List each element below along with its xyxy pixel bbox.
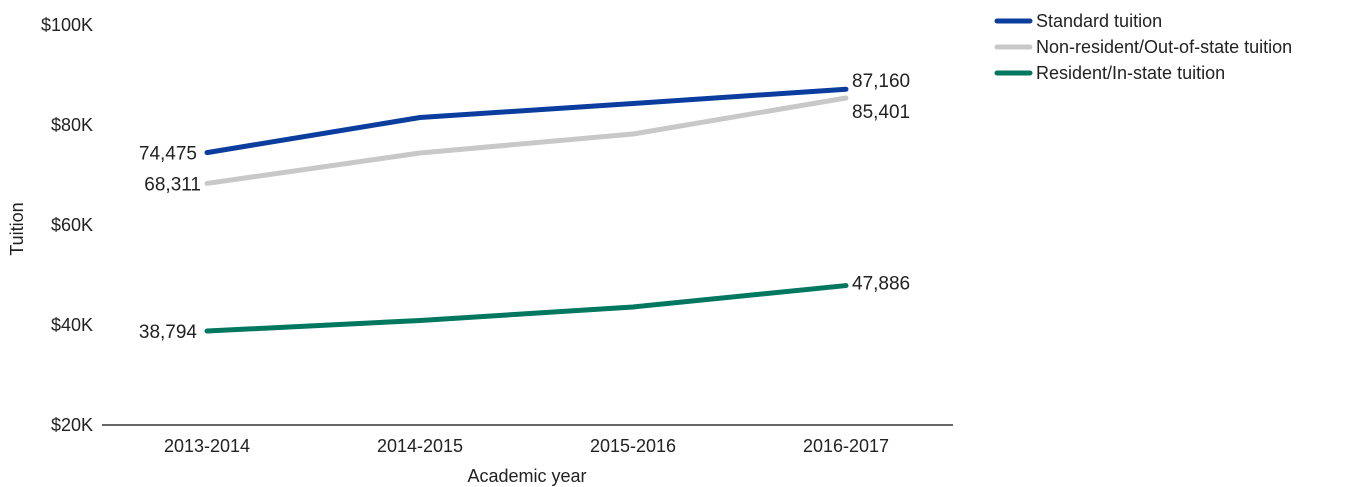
x-axis-ticks: 2013-2014 2014-2015 2015-2016 2016-2017 <box>164 436 889 456</box>
y-axis-title: Tuition <box>7 202 27 255</box>
legend: Standard tuition Non-resident/Out-of-stat… <box>994 11 1292 83</box>
series-line <box>204 86 849 156</box>
y-axis-ticks: $20K $40K $60K $80K $100K <box>41 15 93 435</box>
y-tick-label: $80K <box>51 115 93 135</box>
x-tick-label: 2013-2014 <box>164 436 250 456</box>
y-tick-label: $20K <box>51 415 93 435</box>
y-tick-label: $40K <box>51 315 93 335</box>
legend-label: Non-resident/Out-of-state tuition <box>1036 37 1292 57</box>
data-label: 85,401 <box>852 102 910 123</box>
series-lines <box>204 86 849 334</box>
data-label: 47,886 <box>852 274 910 295</box>
legend-label: Resident/In-state tuition <box>1036 63 1225 83</box>
y-tick-label: $60K <box>51 215 93 235</box>
x-tick-label: 2016-2017 <box>803 436 889 456</box>
data-label: 38,794 <box>139 322 198 343</box>
series-line <box>204 283 849 334</box>
series-line <box>204 95 849 186</box>
x-axis-title: Academic year <box>467 466 586 486</box>
y-tick-label: $100K <box>41 15 93 35</box>
data-label: 87,160 <box>852 71 910 92</box>
legend-label: Standard tuition <box>1036 11 1162 31</box>
x-tick-label: 2015-2016 <box>590 436 676 456</box>
data-label: 68,311 <box>144 174 201 195</box>
data-labels: 74,475 87,160 68,311 85,401 38,794 47,886 <box>139 71 910 343</box>
data-label: 74,475 <box>139 144 197 165</box>
x-tick-label: 2014-2015 <box>377 436 463 456</box>
